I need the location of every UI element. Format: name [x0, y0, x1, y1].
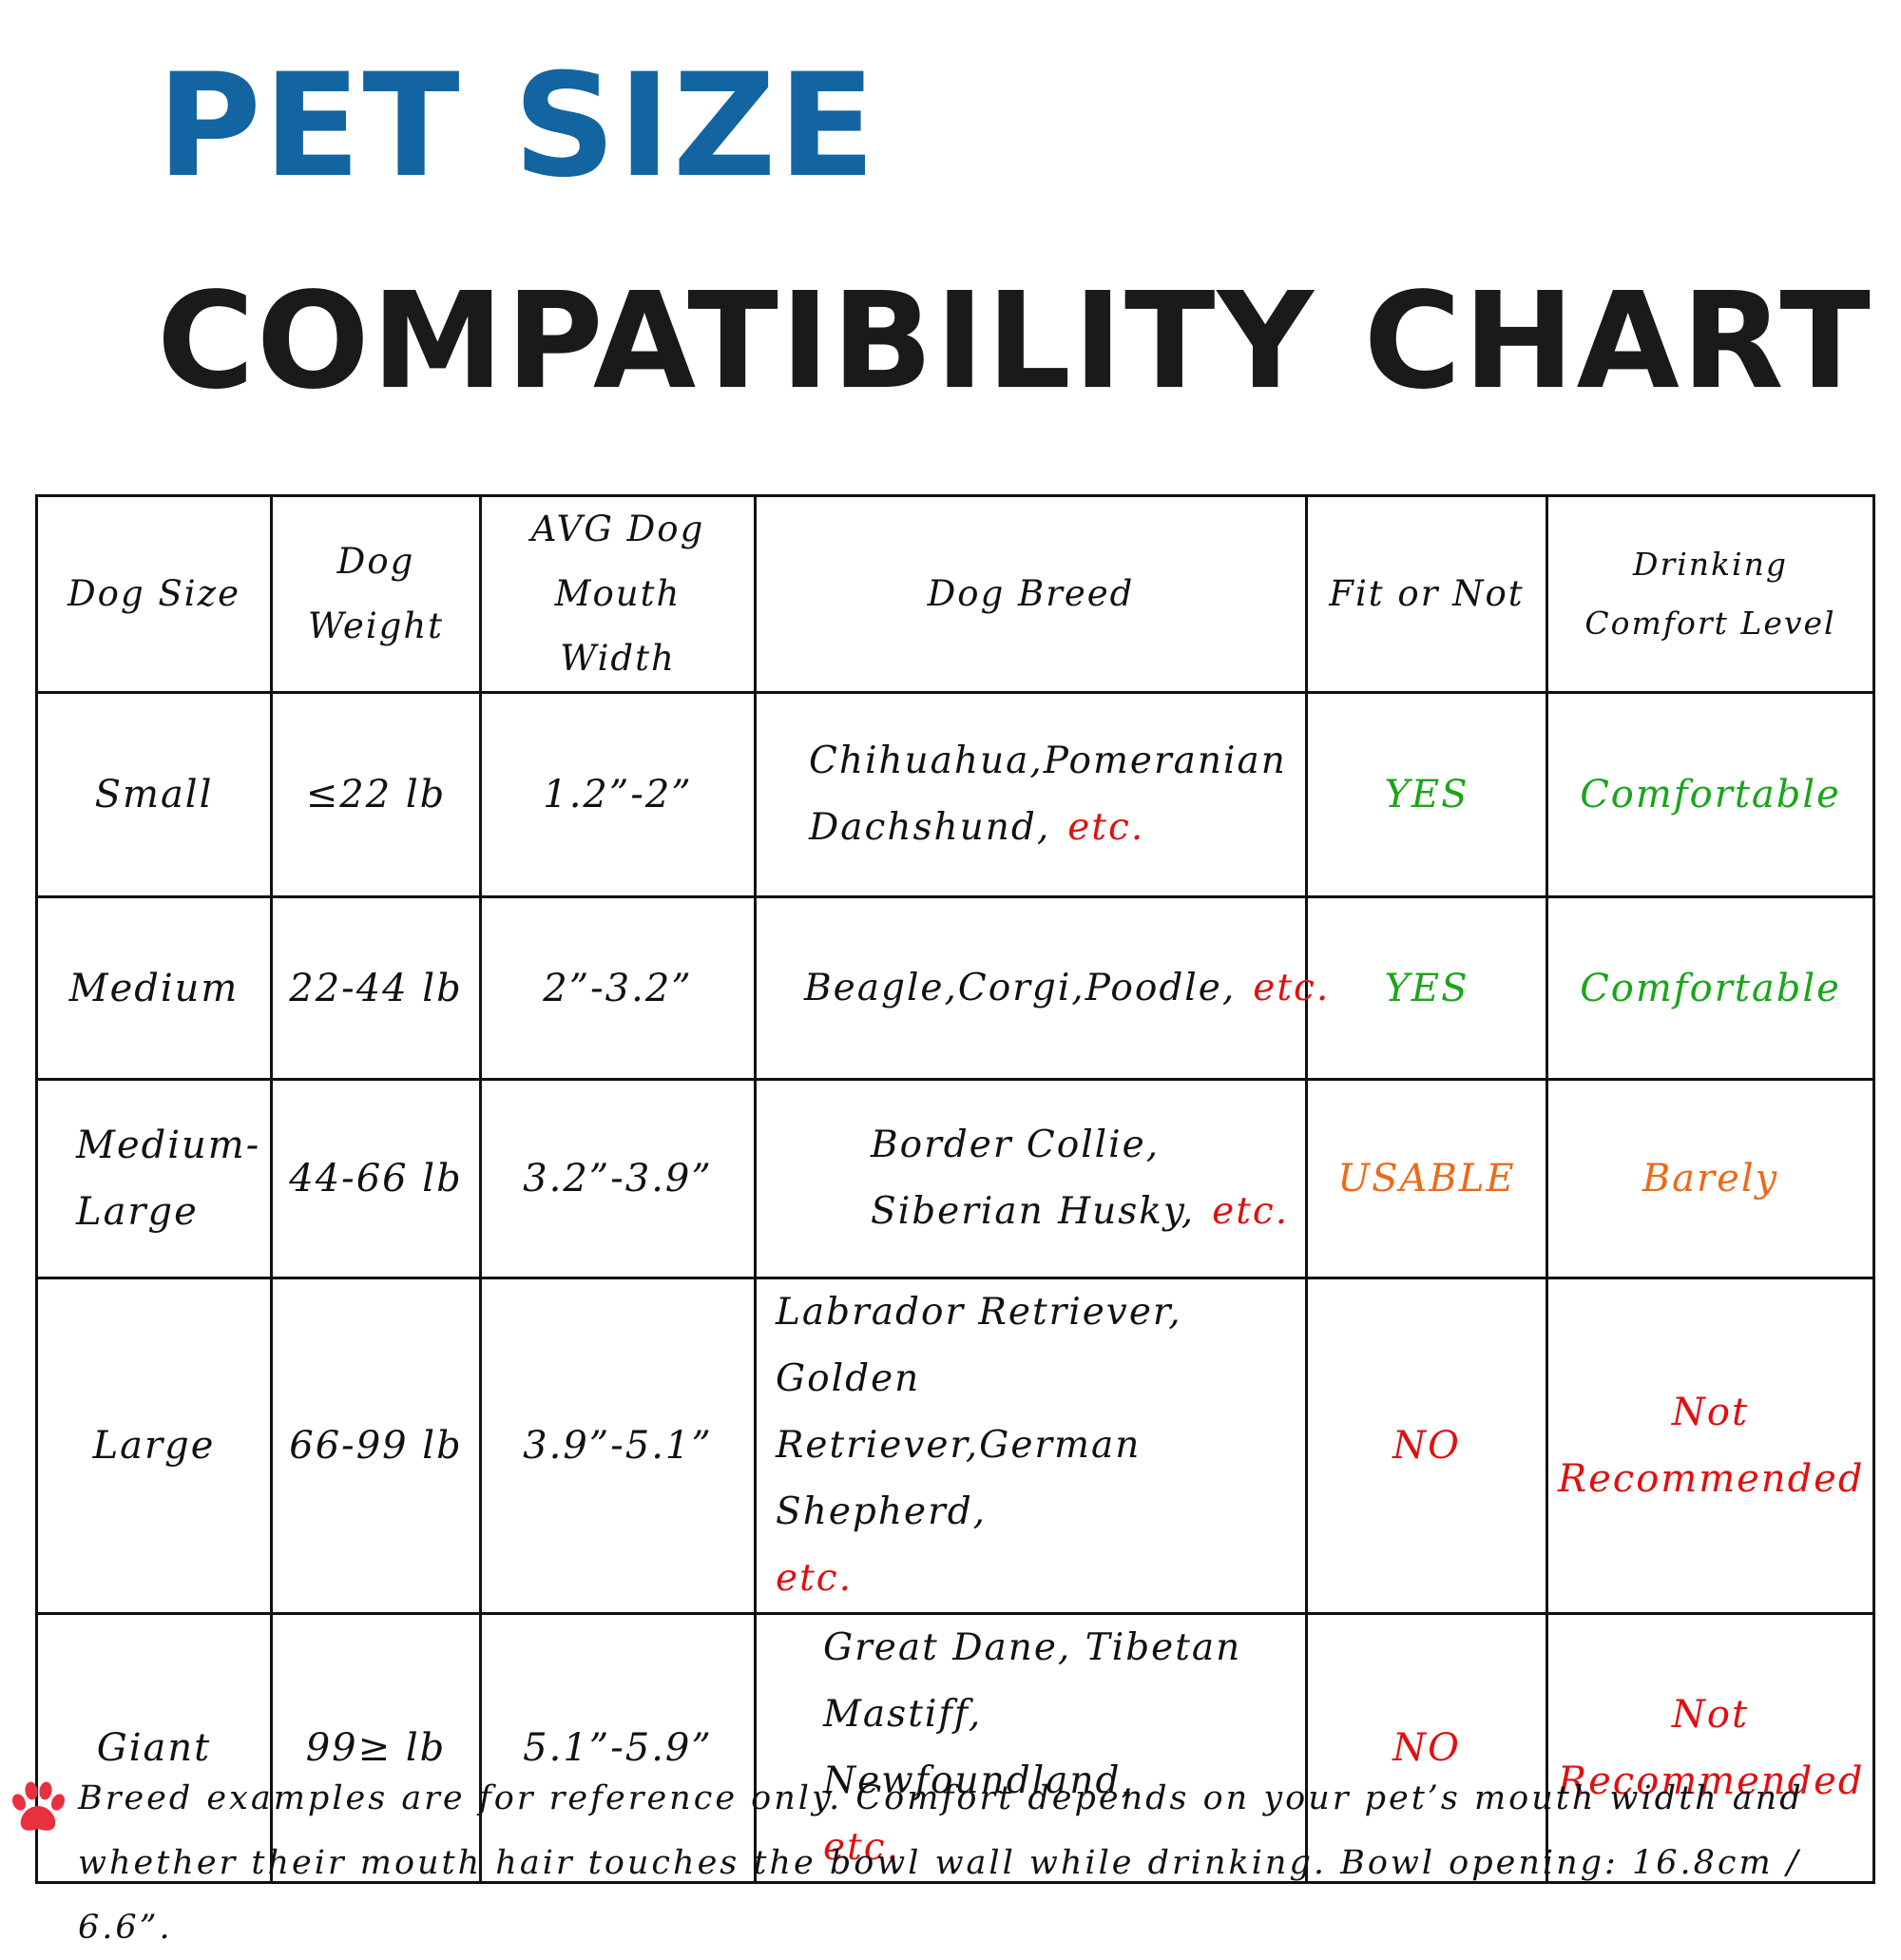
- header-comfort-level: Drinking Comfort Level: [1546, 494, 1875, 694]
- cell-size: Giant: [35, 1612, 273, 1884]
- header-mouth-width: AVG Dog Mouth Width: [479, 494, 757, 694]
- table-row: Giant 99≥ lb 5.1”-5.9” Great Dane, Tibet…: [35, 1612, 1875, 1884]
- cell-mouth-width: 2”-3.2”: [479, 895, 757, 1081]
- cell-comfort: Not Recommended: [1546, 1277, 1875, 1615]
- cell-comfort: Comfortable: [1546, 895, 1875, 1081]
- table-row: Medium 22-44 lb 2”-3.2” Beagle,Corgi,Poo…: [35, 895, 1875, 1081]
- cell-breed: Beagle,Corgi,Poodle, etc.: [754, 895, 1328, 1081]
- cell-size: Small: [35, 691, 273, 898]
- header-dog-breed: Dog Breed: [754, 494, 1308, 694]
- cell-fit: NO: [1305, 1277, 1548, 1615]
- header-dog-size: Dog Size: [35, 494, 273, 694]
- cell-weight: 66-99 lb: [270, 1277, 482, 1615]
- cell-mouth-width: 3.9”-5.1”: [479, 1277, 757, 1615]
- cell-fit: NO: [1305, 1612, 1548, 1884]
- etc-label: etc.: [1253, 966, 1331, 1009]
- cell-weight: 99≥ lb: [270, 1612, 482, 1884]
- cell-mouth-width: 3.2”-3.9”: [479, 1078, 757, 1279]
- header-dog-weight: Dog Weight: [270, 494, 482, 694]
- cell-fit: YES: [1305, 691, 1548, 898]
- cell-size: Large: [35, 1277, 273, 1615]
- cell-mouth-width: 1.2”-2”: [479, 691, 757, 898]
- etc-label: etc.: [776, 1557, 853, 1600]
- cell-breed: Great Dane, Tibetan Mastiff, Newfoundland…: [754, 1612, 1308, 1884]
- cell-comfort: Comfortable: [1546, 691, 1875, 898]
- cell-weight: ≤22 lb: [270, 691, 482, 898]
- title-line-1: PET SIZE: [157, 44, 878, 209]
- cell-breed: Border Collie, Siberian Husky, etc.: [754, 1078, 1308, 1279]
- etc-label: etc.: [1067, 806, 1145, 849]
- compatibility-table: Dog Size Dog Weight AVG Dog Mouth Width Do…: [35, 494, 1875, 1884]
- cell-comfort: Not Recommended: [1546, 1612, 1875, 1884]
- footnote: Breed examples are for reference only. C…: [8, 1766, 1899, 1947]
- footnote-text: Breed examples are for reference only. C…: [78, 1779, 1804, 1947]
- cell-mouth-width: 5.1”-5.9”: [479, 1612, 757, 1884]
- cell-breed: Chihuahua,Pomeranian Dachshund, etc.: [754, 691, 1308, 898]
- cell-weight: 22-44 lb: [270, 895, 482, 1081]
- cell-weight: 44-66 lb: [270, 1078, 482, 1279]
- title-line-2: COMPATIBILITY CHART: [157, 264, 1872, 419]
- etc-label: etc.: [823, 1826, 900, 1869]
- table-header-row: Dog Size Dog Weight AVG Dog Mouth Width Do…: [35, 494, 1875, 694]
- table-row: Small ≤22 lb 1.2”-2” Chihuahua,Pomerania…: [35, 691, 1875, 898]
- cell-fit: USABLE: [1305, 1078, 1548, 1279]
- paw-print-icon: [11, 1781, 66, 1831]
- cell-size: Medium: [35, 895, 273, 1081]
- cell-size: Medium- Large: [35, 1078, 273, 1279]
- header-fit-or-not: Fit or Not: [1305, 494, 1548, 694]
- table-row: Medium- Large 44-66 lb 3.2”-3.9” Border C…: [35, 1078, 1875, 1279]
- table-row: Large 66-99 lb 3.9”-5.1” Labrador Retrie…: [35, 1277, 1875, 1615]
- cell-fit: YES: [1305, 895, 1548, 1081]
- etc-label: etc.: [1212, 1190, 1290, 1233]
- cell-breed: Labrador Retriever, Golden Retriever,Germ…: [754, 1277, 1308, 1615]
- cell-comfort: Barely: [1546, 1078, 1875, 1279]
